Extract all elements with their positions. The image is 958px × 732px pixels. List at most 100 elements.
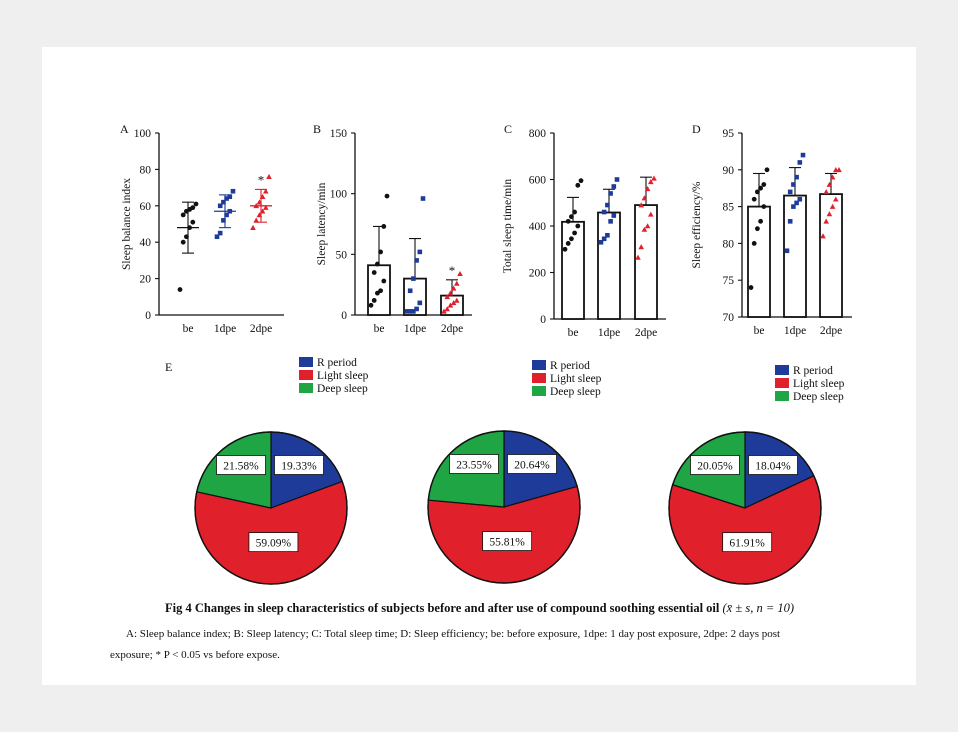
panel-c-x-tick-label: 2dpe: [635, 327, 657, 339]
panel-c-x-tick-label: 1dpe: [598, 327, 620, 339]
pie-2-data-label: 55.81%: [489, 537, 525, 549]
panel-a-point: [256, 199, 263, 205]
pie-3-outline: [668, 431, 822, 585]
caption-text: Fig 4 Changes in sleep characteristics o…: [165, 601, 720, 615]
pie-1-legend-label: Light sleep: [317, 370, 369, 382]
panel-d-point: [787, 189, 793, 195]
panel-c-point: [569, 214, 574, 220]
pie-2-legend-label: Deep sleep: [550, 386, 601, 398]
panel-a-point: [256, 212, 263, 218]
pie-3-legend-swatch: [775, 365, 789, 375]
panel-a-point: [187, 225, 193, 231]
panel-b-point: [407, 288, 413, 294]
pie-1-label-box: [216, 455, 266, 475]
panel-c-point: [598, 239, 604, 245]
panel-b-point: [378, 288, 383, 294]
panel-a-point: [227, 208, 233, 214]
panel-d-point: [755, 226, 760, 232]
pie-1-outline: [194, 431, 348, 585]
panel-d-point: [829, 203, 836, 209]
panel-d-y-tick-label: 80: [723, 238, 735, 250]
pie-2-legend-label: Light sleep: [550, 373, 602, 385]
panel-b-point: [378, 249, 383, 255]
panel-d-point: [791, 182, 796, 187]
panel-b-point: [411, 309, 416, 314]
panel-b-point: [414, 258, 419, 263]
panel-b-point: [450, 300, 457, 306]
pie-1-legend-swatch: [299, 383, 313, 393]
pie-3-label-box: [722, 532, 773, 553]
panel-d-x-tick-label: be: [754, 325, 765, 337]
panel-a-point: [253, 217, 259, 223]
panel-d-point: [794, 200, 799, 206]
pie-1-legend-swatch: [299, 370, 313, 380]
panel-d-label: D: [692, 122, 701, 136]
caption-stat: (x̄ ± s, n = 10): [722, 601, 795, 615]
panel-d-point: [800, 152, 806, 158]
panel-c-point: [611, 184, 617, 189]
panel-d-point: [764, 167, 770, 173]
panel-c-x-tick-label: be: [568, 327, 579, 339]
panel-d-point: [751, 241, 757, 246]
panel-d-point: [797, 196, 803, 202]
panel-d-point: [755, 189, 760, 195]
panel-a-x-tick-label: be: [183, 323, 194, 335]
panel-d-y-tick-label: 95: [723, 128, 735, 140]
panel-c-y-tick-label: 0: [540, 314, 546, 326]
panel-a-point: [224, 196, 229, 201]
panel-a-point: [224, 212, 229, 218]
panel-c-point: [608, 219, 613, 224]
panel-b-point: [375, 261, 380, 267]
panel-c-bar: [634, 204, 658, 320]
pie-1-label-box: [248, 532, 299, 553]
panel-b-point: [420, 196, 426, 201]
panel-a-point: [184, 234, 189, 240]
panel-d-point: [823, 218, 829, 224]
panel-c-point: [601, 209, 607, 215]
pie-1-legend-label: Deep sleep: [317, 383, 368, 395]
panel-c-point: [648, 211, 654, 217]
panel-d-point: [823, 189, 829, 195]
pie-2-legend-label: R period: [550, 360, 590, 372]
pie-1-data-label: 59.09%: [256, 538, 292, 550]
panel-b-point: [414, 306, 419, 312]
panel-c-point: [605, 202, 610, 208]
panel-d-bar: [819, 193, 843, 318]
pie-2-title: 1 day post expose: [461, 590, 547, 592]
panel-d-y-tick-label: 70: [723, 312, 735, 324]
panel-a-point: [259, 193, 266, 199]
panel-a-y-tick-label: 0: [145, 310, 151, 322]
pie-1-label-box: [274, 455, 324, 475]
panel-b-point: [404, 309, 410, 314]
panel-d-y-tick-label: 85: [723, 202, 735, 214]
panel-a-point: [259, 208, 266, 214]
panel-b-significance-mark: *: [449, 263, 456, 278]
panel-b-point: [417, 249, 423, 255]
panel-b-x-tick-label: 2dpe: [441, 323, 463, 335]
panel-a-point: [193, 201, 199, 207]
panel-b-point: [381, 224, 387, 229]
panel-b-point: [441, 308, 447, 314]
panel-c-point: [578, 178, 584, 184]
panel-a-point: [190, 205, 196, 211]
figure-sheet: A 0 20 40 60 80 100 Sleep balance index be 1dpe 2d…: [42, 47, 916, 685]
panel-c-point: [614, 177, 620, 182]
panel-b-y-tick-label: 50: [336, 249, 348, 261]
panel-d-point: [794, 174, 799, 180]
panel-c-point: [572, 209, 577, 215]
panel-c-point: [572, 230, 577, 236]
panel-d-point: [751, 196, 757, 202]
panel-c-point: [644, 223, 651, 229]
panel-b-label: B: [313, 122, 321, 136]
panel-d-point: [758, 185, 763, 191]
panel-c-point: [641, 195, 648, 201]
panel-a-y-axis-title: Sleep balance index: [121, 178, 133, 270]
panel-d-point: [748, 285, 754, 290]
panel-c-y-axis-title: Total sleep time/min: [502, 179, 514, 274]
pie-2-outline: [427, 430, 581, 584]
panel-b-point: [368, 302, 374, 308]
panel-a-point: [266, 173, 272, 179]
panel-c-point: [575, 223, 581, 229]
panel-d-point: [820, 233, 826, 239]
panel-d-y-tick-label: 75: [723, 275, 735, 287]
